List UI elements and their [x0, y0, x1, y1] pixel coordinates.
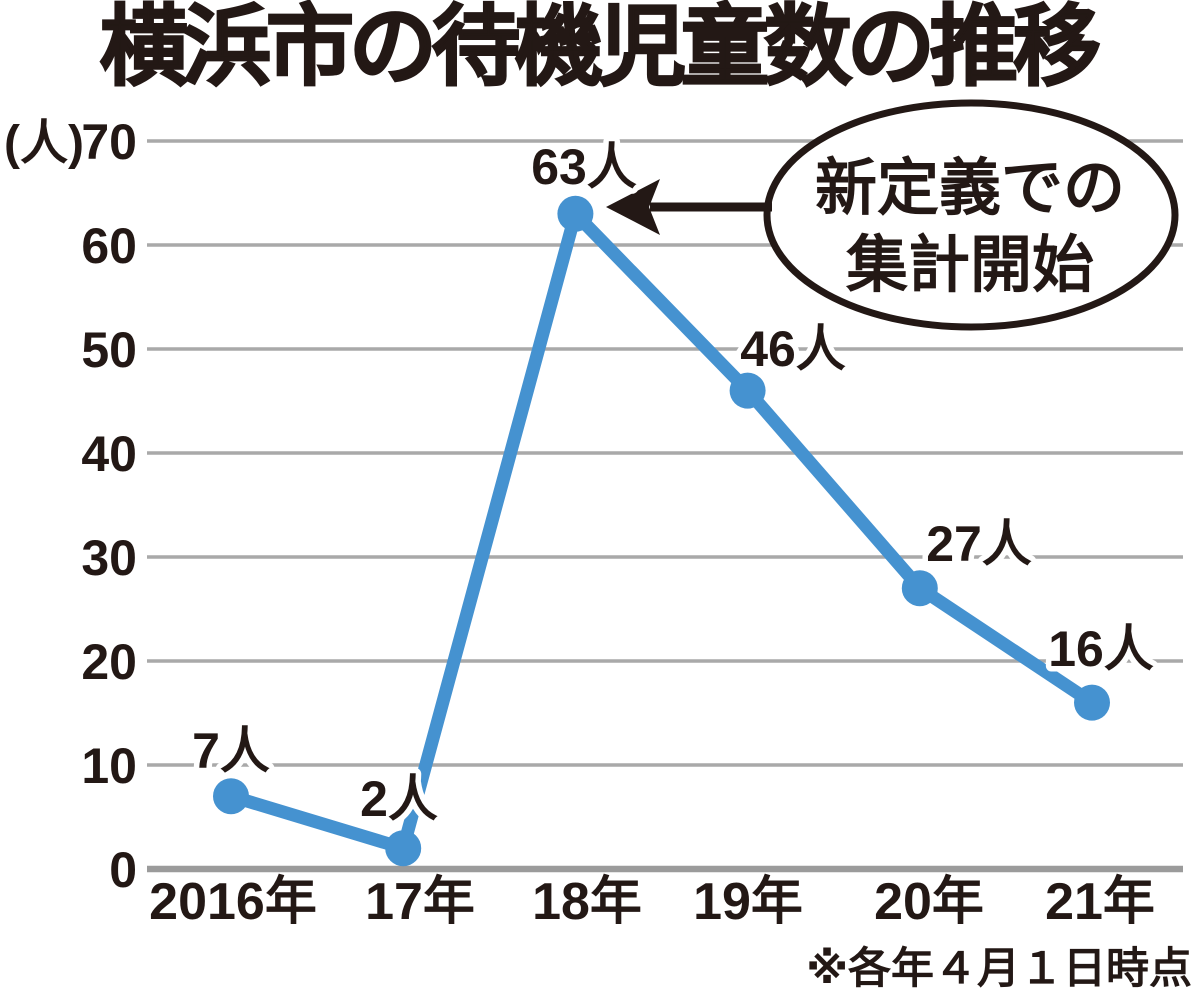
data-point-marker — [1074, 684, 1110, 721]
annotation-ellipse — [763, 99, 1179, 331]
data-point-marker — [901, 570, 938, 607]
x-tick-label: 18年 — [532, 873, 642, 931]
y-tick-label: 70 — [81, 114, 137, 170]
y-tick-label: 60 — [81, 218, 137, 274]
point-value-label: 16人 — [1048, 621, 1154, 677]
y-tick-label: 40 — [81, 426, 137, 482]
data-point-marker — [385, 830, 422, 867]
x-tick-label: 2016年 — [149, 873, 317, 931]
x-tick-label: 19年 — [693, 873, 803, 931]
data-line — [224, 207, 1099, 855]
y-axis-unit-label: (人) — [4, 117, 84, 170]
data-point-marker — [557, 195, 594, 232]
y-tick-label: 50 — [81, 322, 137, 378]
y-tick-label: 10 — [81, 738, 137, 794]
data-point-marker — [213, 778, 249, 815]
point-value-label: 63人 — [531, 139, 637, 195]
x-tick-label: 21年 — [1045, 873, 1155, 931]
annotation-text-line: 新定義での — [815, 154, 1125, 223]
arrow-head-icon — [606, 179, 660, 235]
point-value-label: 46人 — [740, 321, 846, 377]
point-value-label: 2人 — [360, 771, 438, 827]
x-tick-label: 17年 — [365, 873, 475, 931]
y-tick-label: 0 — [109, 842, 137, 898]
footnote: ※各年４月１日時点 — [806, 945, 1192, 990]
y-tick-label: 20 — [81, 634, 137, 690]
y-tick-label: 30 — [81, 530, 137, 586]
data-point-marker — [729, 372, 766, 409]
annotation-text-line: 集計開始 — [845, 231, 1094, 300]
chart-title: 横浜市の待機児童数の推移 — [99, 0, 1102, 96]
x-tick-label: 20年 — [874, 873, 984, 931]
point-value-label: 27人 — [926, 516, 1032, 572]
point-value-label: 7人 — [192, 723, 270, 779]
